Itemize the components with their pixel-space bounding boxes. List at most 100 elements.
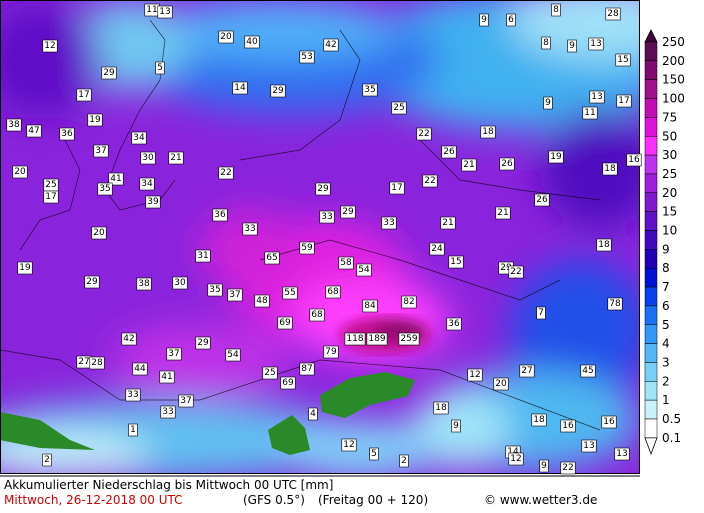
scale-cap (644, 437, 658, 455)
station-value: 29 (86, 277, 98, 287)
station: 21 (495, 206, 511, 220)
station-value: 41 (110, 174, 121, 184)
station: 29 (340, 205, 356, 219)
scale-bin (644, 343, 658, 363)
station: 53 (299, 50, 315, 64)
station-value: 11 (584, 108, 595, 118)
station-box (479, 13, 489, 27)
station: 20 (493, 377, 509, 391)
station-value: 53 (301, 52, 312, 62)
station-box (140, 151, 156, 165)
station: 38 (136, 277, 152, 291)
scale-bin (644, 98, 658, 118)
station-value: 8 (553, 5, 559, 15)
station-value: 14 (507, 447, 519, 457)
station-box (232, 81, 248, 95)
station-box (264, 251, 280, 265)
station-value: 33 (244, 224, 255, 234)
station: 118 (344, 332, 366, 346)
station-box (139, 177, 155, 191)
station: 13 (157, 5, 173, 19)
station-box (225, 348, 241, 362)
station: 18 (596, 238, 612, 252)
station-box (136, 277, 152, 291)
station-value: 28 (91, 358, 103, 368)
station: 35 (362, 83, 378, 97)
scale-bin (644, 41, 658, 62)
station-box (242, 222, 258, 236)
station-value: 65 (266, 253, 277, 263)
station: 8 (541, 36, 551, 50)
station: 30 (172, 276, 188, 290)
station-value: 45 (582, 366, 593, 376)
station: 15 (615, 53, 631, 67)
station-value: 5 (371, 449, 377, 459)
station-box (12, 165, 28, 179)
station: 29 (315, 182, 331, 196)
station-box (277, 316, 293, 330)
scale-tick-label: 5 (662, 318, 670, 332)
station-box (195, 249, 211, 263)
station: 15 (448, 255, 464, 269)
station: 2 (399, 454, 409, 468)
station-value: 15 (617, 55, 628, 65)
station-value: 33 (321, 212, 332, 222)
station-box (605, 7, 621, 21)
station-value: 17 (45, 192, 56, 202)
station-value: 79 (325, 347, 337, 357)
station-value: 25 (393, 103, 404, 113)
station-value: 16 (603, 417, 615, 427)
station-box (369, 447, 379, 461)
station: 36 (212, 208, 228, 222)
station-value: 20 (495, 379, 507, 389)
station: 35 (207, 283, 223, 297)
station: 9 (543, 96, 553, 110)
station-box (84, 275, 100, 289)
scale-bin (644, 211, 658, 231)
station-box (451, 419, 461, 433)
station: 41 (108, 172, 124, 186)
station-box (91, 226, 107, 240)
station: 38 (6, 118, 22, 132)
station: 16 (560, 419, 576, 433)
scale-bin (644, 286, 658, 307)
station-value: 8 (543, 38, 549, 48)
station-box (495, 206, 511, 220)
station: 16 (601, 415, 617, 429)
station: 17 (616, 94, 632, 108)
station: 27 (76, 355, 92, 369)
station-value: 37 (168, 349, 179, 359)
station-value: 22 (562, 463, 573, 473)
station-value: 68 (327, 287, 339, 297)
station: 5 (155, 61, 165, 75)
station-box (541, 36, 551, 50)
station-value: 36 (448, 319, 460, 329)
station: 47 (26, 124, 42, 138)
station: 13 (581, 439, 597, 453)
station: 25 (391, 101, 407, 115)
station-box (506, 13, 516, 27)
station-box (467, 368, 483, 382)
scale-bin (644, 60, 658, 80)
station: 79 (323, 345, 339, 359)
station-value: 36 (214, 210, 226, 220)
station-value: 12 (469, 370, 480, 380)
station-box (195, 336, 211, 350)
station-value: 59 (301, 243, 313, 253)
station: 12 (42, 39, 58, 53)
station-box (596, 238, 612, 252)
scale-bin (644, 267, 658, 288)
station-box (17, 261, 33, 275)
station-value: 42 (123, 334, 134, 344)
station-box (254, 294, 270, 308)
terrain-mask (320, 372, 415, 418)
station-value: 13 (583, 441, 594, 451)
station-value: 27 (78, 357, 89, 367)
station-box (89, 356, 105, 370)
station-box (581, 439, 597, 453)
station-value: 55 (284, 288, 295, 298)
station: 34 (131, 131, 147, 145)
station-box (614, 447, 630, 461)
station-value: 9 (569, 41, 575, 51)
scale-bin (644, 173, 658, 194)
